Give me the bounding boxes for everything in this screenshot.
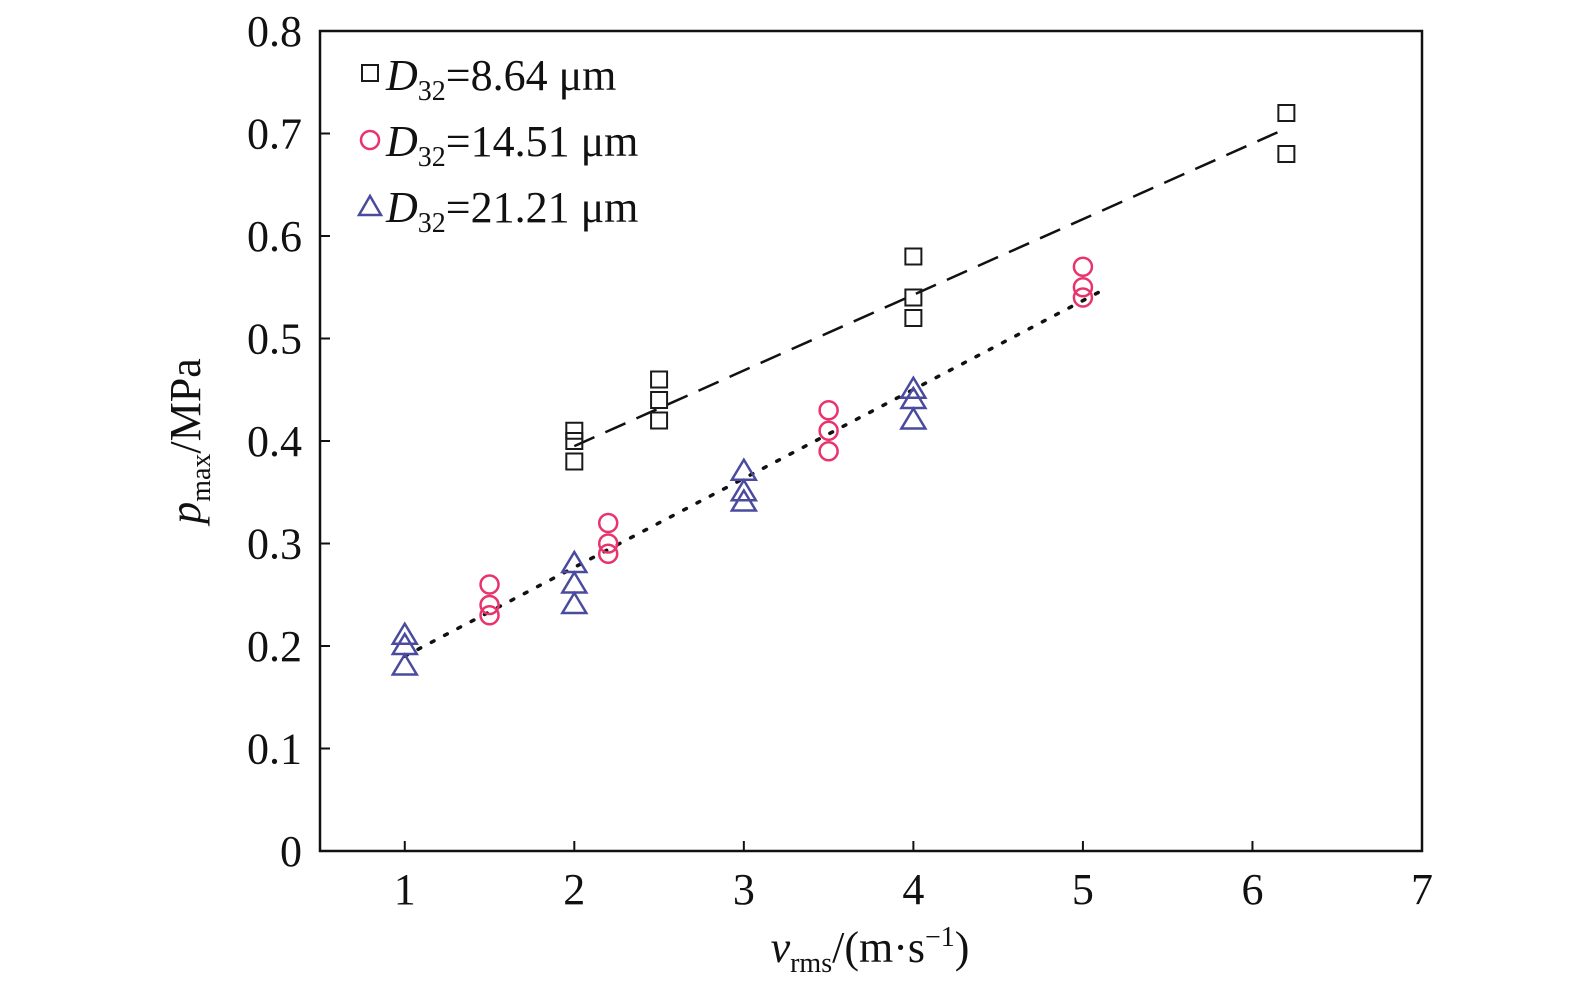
y-tick-label: 0.4 [247,417,302,466]
data-point-triangle [390,621,419,645]
x-tick-label: 4 [902,865,924,914]
data-point-square [904,288,923,307]
legend-triangle-marker [356,193,384,217]
trend-lines [403,127,1287,658]
x-axis: 1 2 3 4 5 6 7 [394,841,1433,914]
legend-label-1: D32=8.64 μm [385,51,616,107]
data-point-triangle [899,406,928,430]
data-point-circle [597,512,619,534]
y-tick-label: 0.3 [247,520,302,569]
x-tick-label: 1 [394,865,416,914]
y-tick-label: 0.1 [247,725,302,774]
data-point-circle [479,594,500,616]
legend: D32=8.64 μm D32=14.51 μm D32=21.21 μm [356,51,638,239]
data-point-square [565,432,584,450]
data-point-circle [479,574,500,595]
data-point-circle [1072,287,1094,308]
data-point-triangle [729,457,759,481]
data-point-circle [818,400,839,421]
y-tick-label: 0 [280,827,302,876]
y-tick-label: 0.5 [247,315,302,364]
y-tick-label: 0.8 [247,7,302,56]
data-point-triangle [560,590,589,615]
y-tick-label: 0.6 [247,212,302,261]
data-point-circle [818,441,839,462]
y-tick-label: 0.2 [247,622,302,671]
data-point-circle [1072,256,1094,277]
x-tick-label: 3 [733,865,755,914]
data-point-square [650,391,669,409]
data-points [390,104,1296,676]
data-point-square [904,247,923,266]
data-point-triangle [560,570,589,594]
legend-square-marker [361,64,379,82]
x-tick-label: 5 [1072,865,1094,914]
data-point-triangle [729,477,759,502]
data-point-circle [597,533,619,554]
legend-item-series-2: D32=14.51 μm [359,117,638,173]
legend-label-3: D32=21.21 μm [385,183,638,239]
x-axis-title: vrms/(m·s−1) [771,922,970,979]
data-point-square [650,370,669,389]
x-tick-label: 2 [563,865,585,914]
data-point-square [904,309,923,327]
data-point-circle [597,543,619,564]
data-point-square [1277,104,1296,122]
y-axis-title: pmax/MPa [161,358,217,527]
legend-item-series-1: D32=8.64 μm [361,51,616,107]
data-point-triangle [390,652,419,676]
y-tick-label: 0.7 [247,110,302,159]
data-point-circle [479,605,500,626]
trend-line-series-1 [573,127,1287,448]
y-axis: 0 0.1 0.2 0.3 0.4 0.5 0.6 0.7 0.8 [247,7,330,876]
data-point-triangle [899,375,928,399]
data-point-circle [1072,277,1094,298]
data-point-triangle [560,549,589,574]
trend-line-series-2 [403,285,1111,658]
x-tick-label: 6 [1241,865,1263,914]
legend-label-2: D32=14.51 μm [385,117,638,173]
data-point-square [565,421,584,440]
legend-item-series-3: D32=21.21 μm [356,183,638,239]
legend-circle-marker [359,129,381,151]
data-point-circle [818,420,839,441]
data-point-square [650,411,669,430]
x-tick-label: 7 [1411,865,1433,914]
data-point-square [1277,145,1296,163]
data-point-square [565,452,584,471]
